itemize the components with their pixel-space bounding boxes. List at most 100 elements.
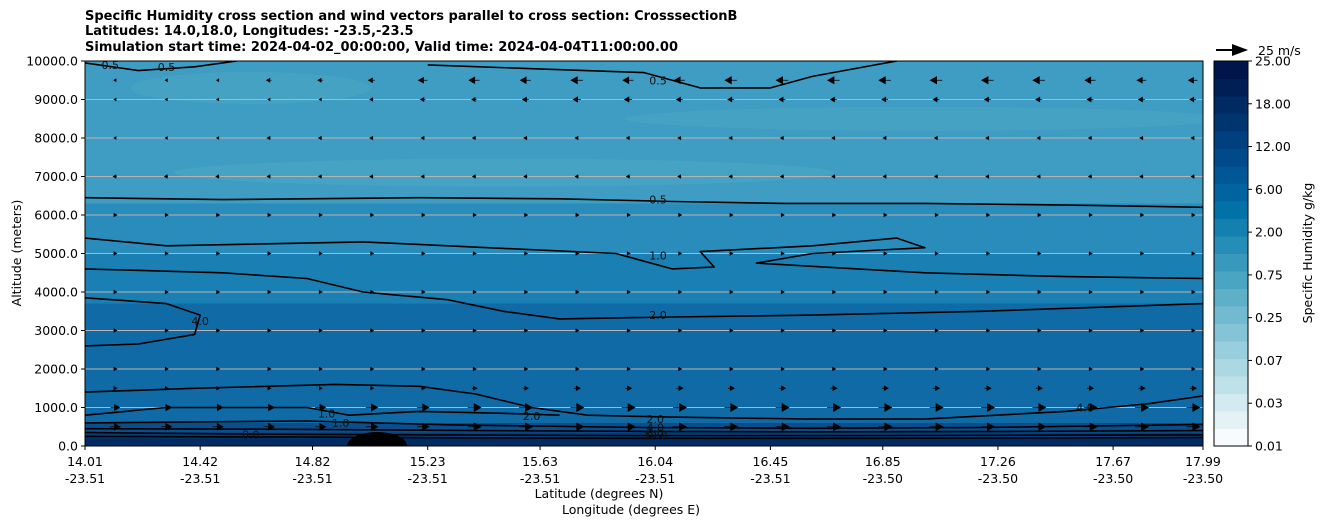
wind-vector bbox=[575, 212, 580, 218]
fill-band bbox=[85, 303, 1203, 423]
wind-vector bbox=[934, 212, 939, 218]
x-tick-label-lon: -23.51 bbox=[65, 471, 105, 486]
x-axis: 14.01 -23.51 14.42 -23.51 14.82 -23.51 15.23 -2… bbox=[65, 446, 1223, 486]
wind-vector bbox=[267, 212, 272, 218]
contour-label: 8.0 bbox=[242, 428, 260, 441]
wind-vector bbox=[1140, 328, 1145, 333]
wind-vector bbox=[675, 96, 683, 103]
wind-vector bbox=[471, 385, 478, 391]
contour-label: 2.0 bbox=[523, 410, 541, 423]
wind-vector bbox=[1088, 251, 1093, 256]
wind-vector bbox=[523, 174, 528, 179]
wind-vector bbox=[421, 251, 426, 256]
wind-vector bbox=[724, 403, 739, 412]
chart-title-line-3: Simulation start time: 2024-04-02_00:00:… bbox=[85, 40, 678, 55]
wind-vector bbox=[934, 366, 939, 372]
contour-label: 4.0 bbox=[646, 422, 664, 435]
wind-vector bbox=[574, 174, 579, 179]
wind-vector bbox=[673, 76, 685, 85]
wind-vector bbox=[1191, 366, 1196, 372]
wind-vector bbox=[1135, 403, 1150, 412]
wind-vector bbox=[419, 97, 426, 102]
wind-vector bbox=[164, 136, 168, 140]
wind-vector bbox=[678, 289, 683, 295]
contour-labels: 0.5 0.50.50.51.02.04.01.01.02.08.02.04.06… bbox=[102, 59, 1094, 443]
wind-vector bbox=[934, 289, 939, 295]
contour-line-6.0 bbox=[85, 427, 1203, 433]
wind-vector bbox=[727, 385, 735, 392]
x-tick-label-lon: -23.51 bbox=[635, 471, 675, 486]
wind-vector bbox=[370, 289, 375, 295]
colorbar-segment bbox=[1214, 358, 1248, 377]
wind-vector bbox=[365, 422, 379, 431]
wind-vector bbox=[1037, 212, 1042, 218]
wind-vector bbox=[266, 174, 271, 179]
wind-vector bbox=[267, 289, 272, 295]
wind-vector bbox=[1191, 289, 1196, 295]
x-tick-label-lon: -23.51 bbox=[750, 471, 790, 486]
fill-band bbox=[85, 203, 1203, 254]
wind-vector bbox=[113, 328, 118, 333]
colorbar-segment bbox=[1214, 341, 1248, 359]
wind-vector bbox=[109, 422, 122, 431]
wind-vector bbox=[161, 422, 173, 431]
y-tick-label: 10000.0 bbox=[26, 54, 78, 69]
wind-vector bbox=[317, 174, 322, 179]
y-tick-label: 7000.0 bbox=[34, 169, 78, 184]
contour-label: 1.0 bbox=[649, 249, 667, 262]
wind-vector bbox=[216, 385, 221, 391]
colorbar-segment bbox=[1214, 323, 1248, 342]
wind-vector bbox=[780, 251, 785, 256]
colorbar-tick-label: 0.03 bbox=[1255, 396, 1283, 411]
wind-vector bbox=[524, 212, 529, 218]
wind-vector bbox=[626, 328, 631, 333]
wind-vector bbox=[370, 212, 375, 218]
wind-vector bbox=[471, 135, 476, 141]
colorbar-tick-label: 0.07 bbox=[1255, 353, 1283, 368]
fill-patch bbox=[624, 106, 1203, 131]
wind-vector bbox=[1190, 135, 1195, 141]
wind-vector bbox=[881, 96, 889, 103]
wind-vector bbox=[626, 289, 631, 295]
wind-vector bbox=[263, 403, 276, 412]
colorbar-ticks: 0.01 0.03 0.07 0.25 0.75 2.00 6.00 12.00 18.00 25… bbox=[1248, 54, 1291, 454]
colorbar-segment bbox=[1214, 236, 1248, 254]
wind-vector bbox=[677, 174, 682, 179]
wind-vector bbox=[267, 328, 272, 333]
wind-vector bbox=[318, 366, 323, 372]
wind-vector bbox=[523, 135, 528, 141]
x-tick-label-lat: 14.82 bbox=[295, 454, 331, 469]
contour-label: 0.5 bbox=[649, 74, 667, 87]
wind-vector bbox=[623, 96, 633, 103]
wind-vector bbox=[1083, 422, 1098, 432]
wind-vector bbox=[986, 289, 991, 295]
wind-vector bbox=[827, 422, 842, 432]
wind-vector bbox=[420, 135, 425, 141]
wind-vector bbox=[985, 135, 990, 141]
wind-vector bbox=[575, 289, 580, 295]
colorbar-segment bbox=[1214, 61, 1248, 79]
wind-vector bbox=[1037, 251, 1042, 256]
wind-vector bbox=[1088, 328, 1093, 333]
wind-vector bbox=[317, 135, 322, 141]
wind-vector bbox=[164, 212, 169, 218]
contour-label: 4.0 bbox=[1076, 402, 1094, 415]
colorbar-tick-label: 0.25 bbox=[1255, 310, 1283, 325]
wind-vector bbox=[1138, 385, 1146, 392]
wind-vector bbox=[621, 403, 636, 412]
contour-line-8.0 bbox=[85, 431, 1203, 437]
wind-vector bbox=[1036, 174, 1041, 179]
quiver-key-label: 25 m/s bbox=[1258, 43, 1301, 58]
wind-vector bbox=[318, 328, 323, 333]
wind-vector bbox=[574, 135, 579, 141]
x-tick-label-lat: 14.01 bbox=[67, 454, 103, 469]
wind-vector bbox=[981, 403, 996, 412]
wind-vector bbox=[421, 289, 426, 295]
wind-vector bbox=[1139, 174, 1144, 179]
wind-vector bbox=[110, 404, 121, 411]
wind-vector bbox=[365, 403, 379, 412]
colorbar-segment bbox=[1214, 428, 1248, 447]
wind-vector bbox=[986, 212, 991, 218]
wind-vector bbox=[421, 366, 426, 372]
wind-vector bbox=[1140, 251, 1145, 256]
